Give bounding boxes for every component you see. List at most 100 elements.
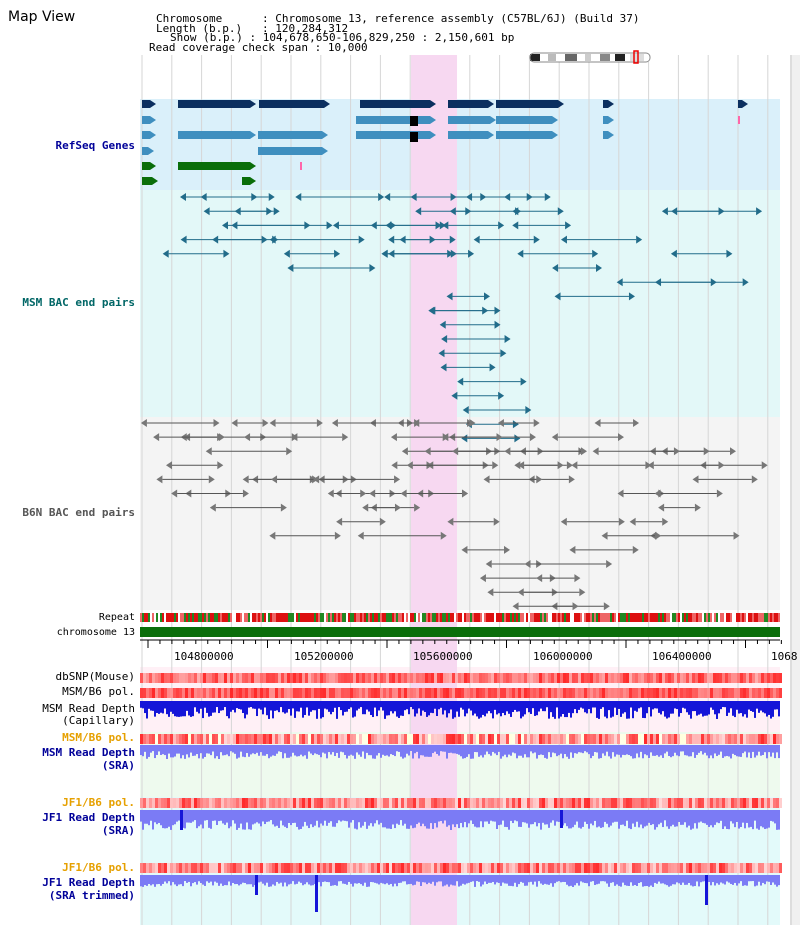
repeat-segment [738, 613, 740, 622]
read-depth-bar [392, 745, 394, 755]
read-depth-bar [688, 810, 690, 826]
track-label-jf1-b6-pol[interactable]: JF1/B6 pol. [62, 796, 135, 809]
track-label-msm-b6-pol[interactable]: MSM/B6 pol. [62, 685, 135, 698]
read-depth-bar [640, 701, 642, 708]
polymorphism-cell [617, 734, 620, 744]
polymorphism-cell [470, 673, 473, 683]
read-depth-bar [614, 875, 616, 886]
polymorphism-cell [275, 863, 278, 873]
read-depth-bar [218, 875, 220, 886]
polymorphism-cell [626, 734, 629, 744]
polymorphism-cell [401, 688, 404, 698]
polymorphism-cell [593, 734, 596, 744]
bac-end-arrow [268, 193, 275, 201]
polymorphism-cell [767, 688, 770, 698]
track-label-refseq-genes[interactable]: RefSeq Genes [55, 139, 135, 152]
bac-end-arrow [439, 320, 446, 329]
repeat-segment [698, 613, 700, 622]
bac-end-arrow [703, 447, 710, 456]
track-label-jf1-b6-pol-trimmed[interactable]: JF1/B6 pol. [62, 861, 135, 874]
read-depth-bar [422, 745, 424, 756]
read-depth-bar [186, 745, 188, 755]
read-depth-bar [520, 810, 522, 827]
polymorphism-cell [344, 688, 347, 698]
read-depth-bar [210, 745, 212, 756]
polymorphism-cell [293, 673, 296, 683]
read-depth-bar [304, 701, 306, 716]
track-label-msm-bac-end-pairs[interactable]: MSM BAC end pairs [22, 296, 135, 309]
read-depth-bar [146, 701, 148, 719]
polymorphism-cell [230, 688, 233, 698]
polymorphism-cell [686, 688, 689, 698]
polymorphism-cell [575, 688, 578, 698]
polymorphism-cell [335, 798, 338, 808]
read-depth-bar [228, 745, 230, 757]
polymorphism-cell [326, 798, 329, 808]
polymorphism-cell [422, 688, 425, 698]
polymorphism-cell [758, 688, 761, 698]
read-depth-bar [604, 701, 606, 717]
repeat-segment [486, 613, 488, 622]
polymorphism-cell [725, 673, 728, 683]
polymorphism-cell [587, 798, 590, 808]
track-label-jf1-read-depth-sra[interactable]: JF1 Read Depth (SRA) [0, 811, 135, 837]
repeat-segment [608, 613, 610, 622]
polymorphism-cell [770, 798, 773, 808]
track-label-jf1-read-depth-trimmed[interactable]: JF1 Read Depth (SRA trimmed) [0, 876, 135, 902]
read-depth-bar [604, 810, 606, 822]
gene-strand-arrow [150, 162, 156, 170]
polymorphism-cell [482, 798, 485, 808]
polymorphism-cell [515, 798, 518, 808]
read-depth-bar [690, 875, 692, 886]
track-label-b6n-bac-end-pairs[interactable]: B6N BAC end pairs [22, 506, 135, 519]
read-depth-bar [712, 745, 714, 759]
repeat-segment [456, 613, 458, 622]
read-depth-bar [158, 875, 160, 885]
polymorphism-cell [395, 734, 398, 744]
repeat-segment [268, 613, 270, 622]
repeat-segment [726, 613, 728, 622]
polymorphism-cell [701, 863, 704, 873]
bac-end-arrow [661, 207, 668, 216]
read-depth-bar [690, 745, 692, 757]
polymorphism-cell [536, 673, 539, 683]
track-label-msm-b6-pol-sra[interactable]: MSM/B6 pol. [62, 731, 135, 744]
polymorphism-cell [407, 798, 410, 808]
read-depth-bar [164, 701, 166, 709]
track-label-msm-read-depth-capillary[interactable]: MSM Read Depth (Capillary) [0, 703, 135, 727]
polymorphism-cell [611, 688, 614, 698]
bac-end-arrow [331, 419, 338, 427]
polymorphism-cell [446, 798, 449, 808]
polymorphism-cell [671, 673, 674, 683]
polymorphism-cell [638, 798, 641, 808]
gene-exon [178, 100, 250, 108]
repeat-segment [708, 613, 710, 622]
read-depth-bar [706, 701, 708, 716]
track-label-msm-read-depth-sra[interactable]: MSM Read Depth (SRA) [0, 746, 135, 772]
polymorphism-cell [362, 863, 365, 873]
polymorphism-cell [740, 798, 743, 808]
polymorphism-cell [380, 673, 383, 683]
read-depth-bar [516, 875, 518, 887]
read-depth-bar [508, 701, 510, 714]
read-depth-bar [648, 875, 650, 887]
read-depth-bar [684, 810, 686, 823]
polymorphism-cell [161, 863, 164, 873]
track-label-dbsnp[interactable]: dbSNP(Mouse) [55, 670, 135, 683]
read-depth-bar [236, 701, 238, 709]
gene-strand-arrow [488, 131, 494, 139]
read-depth-bar [248, 701, 250, 708]
polymorphism-cell [185, 734, 188, 744]
bac-end-arrow [568, 475, 575, 484]
polymorphism-cell [623, 673, 626, 683]
polymorphism-cell [740, 734, 743, 744]
polymorphism-cell [185, 863, 188, 873]
polymorphism-cell [266, 863, 269, 873]
polymorphism-cell [290, 688, 293, 698]
polymorphism-cell [179, 798, 182, 808]
polymorphism-cell [245, 673, 248, 683]
repeat-segment [336, 613, 338, 622]
polymorphism-cell [698, 863, 701, 873]
read-depth-bar [630, 810, 632, 830]
polymorphism-cell [545, 863, 548, 873]
